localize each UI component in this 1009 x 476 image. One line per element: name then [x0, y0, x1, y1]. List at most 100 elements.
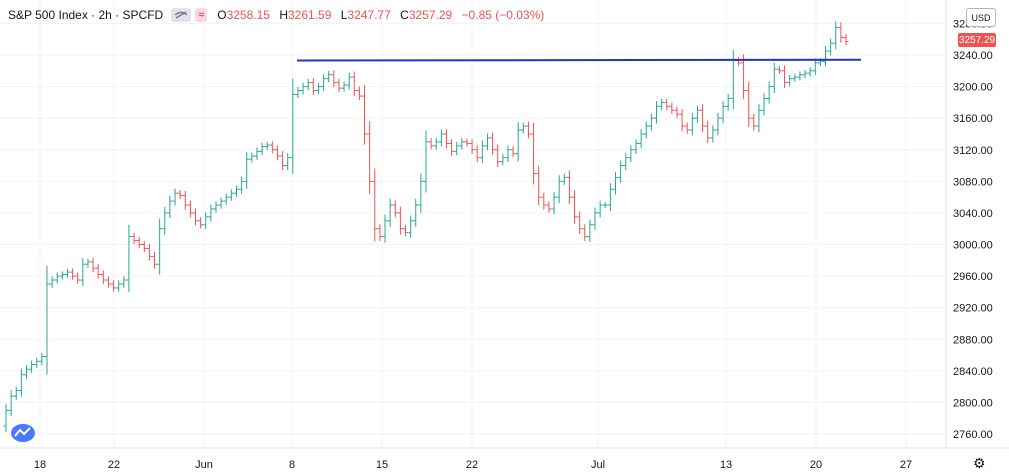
- ohlc-bar: [700, 104, 706, 133]
- price-tick-label: 3120.00: [953, 145, 993, 157]
- ohlc-bar: [356, 86, 362, 101]
- ohlc-bar: [418, 173, 424, 213]
- ohlc-bar: [85, 258, 91, 268]
- price-tick-label: 3080.00: [953, 176, 993, 188]
- ohlc-bar: [372, 168, 378, 242]
- ohlc-bar: [274, 145, 280, 161]
- high-value: 3261.59: [287, 8, 332, 22]
- ohlc-bar: [403, 225, 409, 237]
- price-tick-label: 2960.00: [953, 271, 993, 283]
- ohlc-bar: [607, 183, 613, 212]
- ohlc-bar: [39, 352, 45, 366]
- ohlc-bar: [305, 78, 311, 91]
- horizontal-trendline[interactable]: [296, 58, 862, 62]
- ohlc-bar: [80, 258, 86, 287]
- time-tick-label: 20: [810, 459, 822, 471]
- ohlc-bar: [766, 81, 772, 104]
- ohlc-bar: [423, 130, 429, 193]
- ohlc-bar: [802, 69, 808, 78]
- ohlc-bar: [771, 62, 777, 94]
- price-axis[interactable]: 3280.003240.003200.003160.003120.003080.…: [953, 18, 993, 441]
- symbol-title[interactable]: S&P 500 Index · 2h · SPCFD: [8, 8, 164, 22]
- time-tick-label: 22: [108, 459, 120, 471]
- ohlc-bar: [474, 145, 480, 163]
- ohlc-bar: [438, 129, 444, 147]
- ohlc-bar: [346, 72, 352, 90]
- ohlc-bar: [674, 106, 680, 118]
- tradingview-logo-icon[interactable]: [10, 423, 36, 448]
- ohlc-bar: [116, 280, 122, 292]
- gear-icon[interactable]: ⚙: [973, 455, 986, 471]
- ohlc-bar: [443, 129, 449, 149]
- ohlc-bar: [807, 67, 813, 77]
- ohlc-bar: [351, 71, 357, 97]
- ohlc-bar: [264, 141, 270, 150]
- time-tick-label: 13: [720, 459, 732, 471]
- ohlc-bar: [126, 224, 132, 292]
- ohlc-bar: [408, 215, 414, 238]
- ohlc-bar: [792, 73, 798, 82]
- chart-header: S&P 500 Index · 2h · SPCFD ≈ O3258.15 H3…: [8, 8, 550, 22]
- ohlc-bar: [315, 82, 321, 95]
- ohlc-bar: [141, 240, 147, 253]
- ohlc-bar: [34, 357, 40, 369]
- ohlc-bar: [720, 100, 726, 124]
- ohlc-bar: [111, 280, 117, 292]
- ohlc-bar: [100, 270, 106, 285]
- ohlc-bar: [95, 264, 101, 279]
- ohlc-bar: [44, 265, 50, 375]
- ohlc-bar: [587, 219, 593, 242]
- ohlc-bar: [454, 141, 460, 156]
- ohlc-bar: [249, 152, 255, 163]
- ohlc-bar: [664, 98, 670, 110]
- ohlc-bar: [694, 105, 700, 123]
- ohlc-bar: [259, 142, 265, 156]
- ohlc-bar: [362, 85, 368, 145]
- ohlc-bar: [515, 122, 521, 162]
- ohlc-bar: [433, 138, 439, 150]
- ohlc-bar: [556, 175, 562, 204]
- ohlc-bar: [121, 276, 127, 288]
- low-value: 3247.77: [347, 8, 391, 22]
- ohlc-bar: [541, 192, 547, 210]
- ohlc-bar: [843, 33, 849, 46]
- ohlc-bar: [29, 360, 35, 374]
- ohlc-bar: [787, 75, 793, 87]
- ohlc-bar: [628, 145, 634, 163]
- time-tick-label: Jun: [195, 459, 213, 471]
- ohlc-bar: [49, 276, 55, 288]
- currency-badge[interactable]: USD: [966, 8, 996, 27]
- ohlc-bar: [495, 144, 501, 167]
- eye-off-icon[interactable]: [171, 8, 192, 22]
- price-tick-label: 2920.00: [953, 303, 993, 315]
- ohlc-bar: [643, 121, 649, 139]
- time-tick-label: 18: [34, 459, 46, 471]
- ohlc-bar: [59, 271, 65, 280]
- ohlc-bar: [162, 206, 168, 235]
- change-value: −0.85 (−0.03%): [461, 8, 545, 22]
- ohlc-bar: [536, 165, 542, 205]
- ohlc-bars: [3, 21, 849, 433]
- price-tick-label: 3000.00: [953, 240, 993, 252]
- ohlc-bar: [561, 173, 567, 186]
- ohlc-bar: [382, 214, 388, 243]
- ohlc-bar: [741, 54, 747, 100]
- approx-icon[interactable]: ≈: [195, 8, 208, 22]
- ohlc-bar: [459, 138, 465, 150]
- ohlc-bar: [546, 201, 552, 213]
- ohlc-bar: [131, 232, 137, 245]
- ohlc-bar: [602, 202, 608, 208]
- ohlc-bar: [464, 138, 470, 147]
- ohlc-bar: [551, 191, 557, 215]
- ohlc-bar: [679, 108, 685, 132]
- ohlc-bar: [428, 138, 434, 150]
- high-label: H: [279, 8, 288, 22]
- ohlc-bar: [823, 46, 829, 67]
- ohlc-bar: [387, 198, 393, 227]
- ohlc-bar: [290, 78, 296, 174]
- ohlc-bar: [730, 49, 736, 110]
- time-axis[interactable]: 18 22 Jun 8 15 22 Jul 13 20 27: [34, 459, 912, 471]
- ohlc-bar: [75, 272, 81, 284]
- ohlc-bar: [618, 160, 624, 183]
